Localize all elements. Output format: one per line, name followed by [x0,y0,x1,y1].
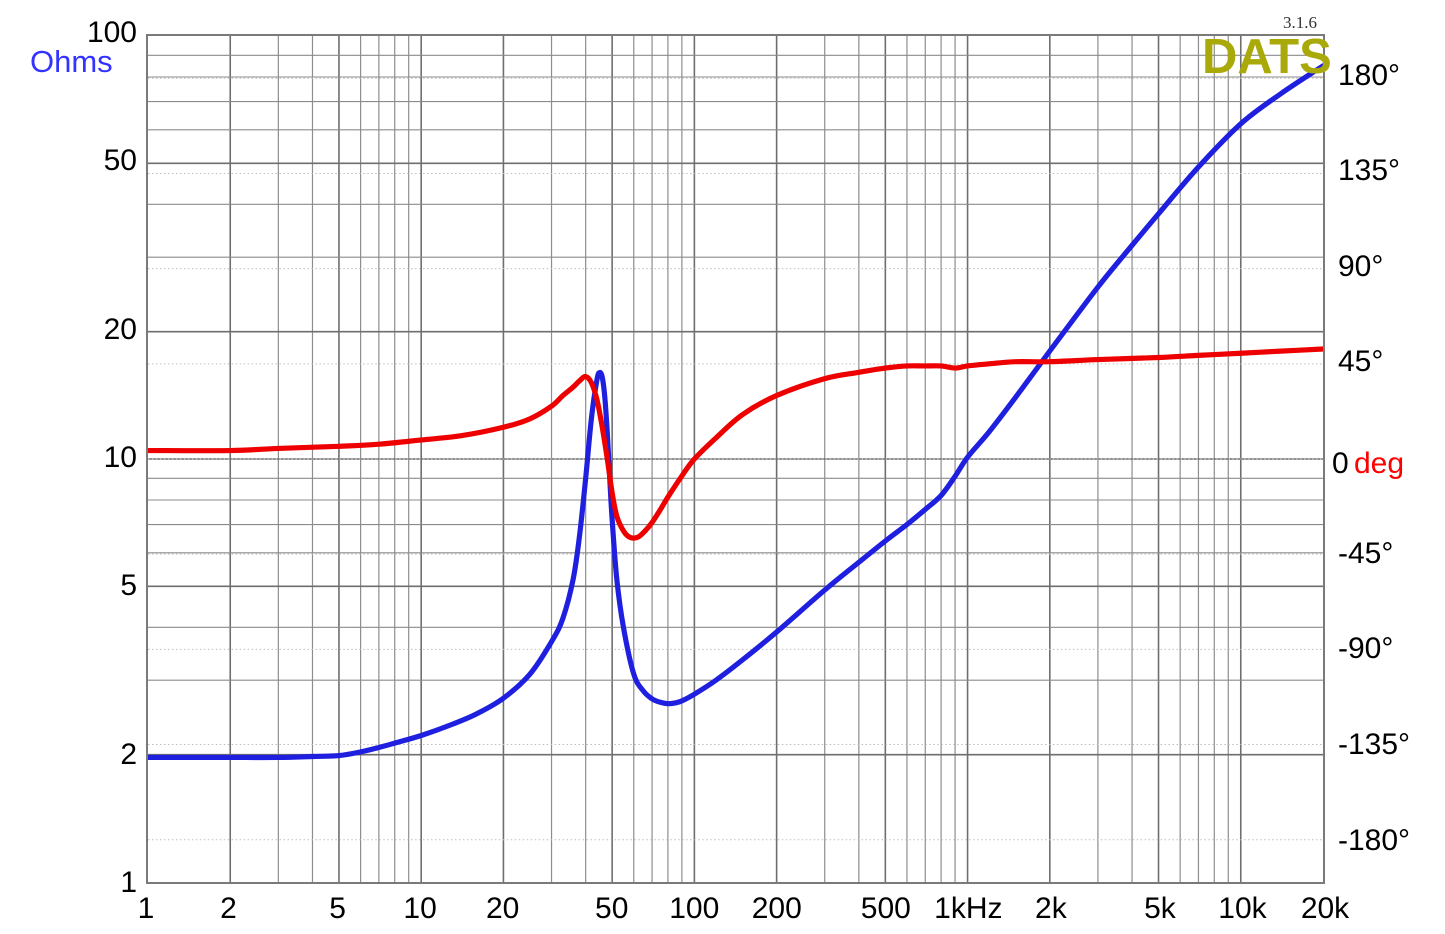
dats-logo: DATS [1202,30,1332,84]
y-tick-right: 90° [1338,249,1384,283]
curve-impedance [148,63,1323,761]
x-tick: 5k [1144,892,1176,925]
x-tick: 10 [403,892,437,925]
version-label: 3.1.6 [1283,13,1317,32]
x-tick: 50 [595,892,629,925]
x-tick: 200 [751,892,802,925]
x-tick: 500 [860,892,911,925]
y-tick-left: 10 [103,441,137,474]
y-tick-right: -90° [1338,632,1394,666]
y-tick-right: -135° [1338,727,1411,761]
left-axis-title: Ohms [30,44,113,79]
x-tick: 10k [1218,892,1267,925]
right-axis-zero-label: 0 [1332,447,1349,480]
x-tick: 100 [669,892,720,925]
y-tick-right: -45° [1338,536,1394,570]
right-axis-title: deg [1354,447,1405,480]
y-tick-left: 2 [120,738,137,772]
plot-area: DATS [146,33,1332,884]
x-tick: 20k [1300,892,1350,925]
y-tick-left: 20 [103,313,137,347]
y-tick-left: 100 [86,16,137,49]
y-tick-right: 135° [1338,154,1401,188]
x-tick: 1 [137,892,155,925]
curve-phase [148,346,1323,541]
x-tick: 2 [220,892,237,925]
x-tick: 20 [485,892,520,925]
x-tick: 5 [329,892,346,925]
x-tick: 1kHz [934,892,1003,925]
grid-lines [148,36,1323,882]
x-tick: 2k [1035,892,1067,925]
data-curves [148,63,1323,761]
y-tick-left: 5 [120,568,137,602]
y-tick-left: 50 [103,143,137,177]
y-tick-right: 45° [1338,345,1384,379]
y-tick-left: 1 [120,866,137,899]
y-tick-right: -180° [1338,823,1411,857]
y-tick-right: 180° [1338,58,1401,92]
